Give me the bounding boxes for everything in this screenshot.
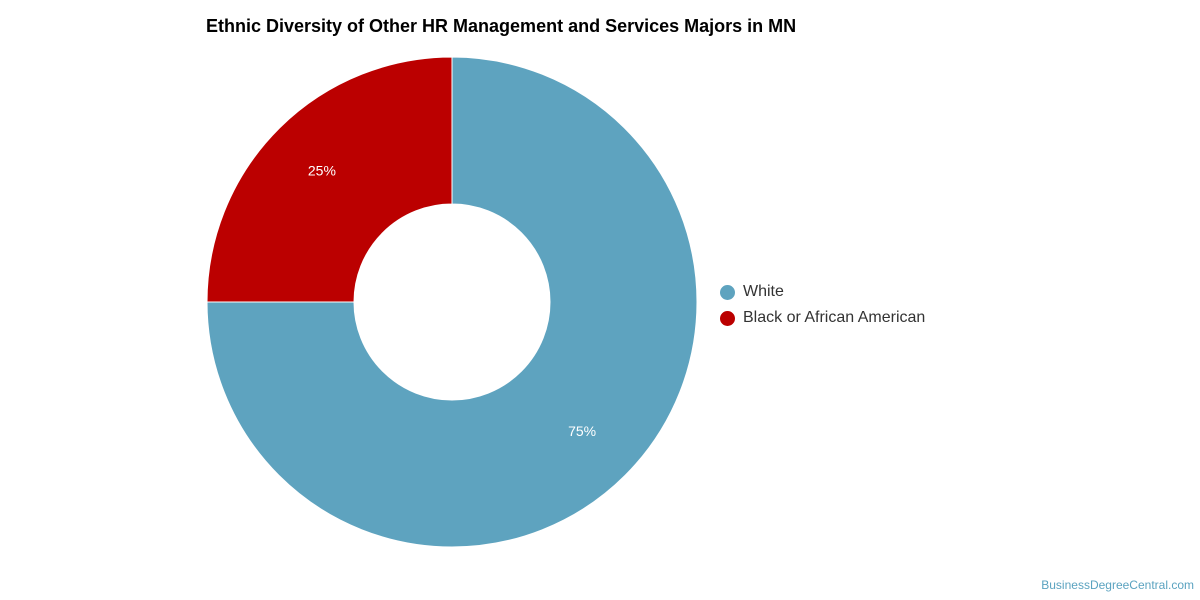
legend-swatch-black-or-african-american [720,310,735,326]
slice-label-black-or-african-american: 25% [308,163,336,179]
chart-title: Ethnic Diversity of Other HR Management … [206,16,797,36]
watermark: BusinessDegreeCentral.com [1041,578,1194,592]
legend-swatch-white [720,284,735,300]
legend-item-white[interactable]: White [720,279,925,305]
slice-label-white: 75% [568,423,596,439]
slice-black-or-african-american[interactable] [206,56,453,303]
legend-label-black-or-african-american: Black or African American [743,309,926,326]
legend-label-white: White [743,283,784,300]
legend: White Black or African American [720,279,925,331]
slice-white[interactable] [206,56,698,548]
legend-item-black-or-african-american[interactable]: Black or African American [720,305,925,331]
